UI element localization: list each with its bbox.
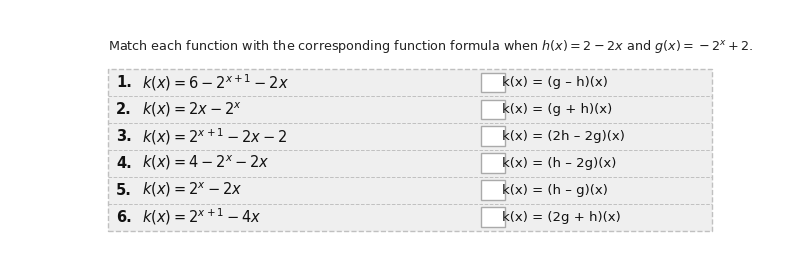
- Text: $k(x)  =  2x - 2^x$: $k(x) = 2x - 2^x$: [142, 100, 242, 119]
- FancyBboxPatch shape: [108, 69, 712, 231]
- Text: k(x) = (g – h)(x): k(x) = (g – h)(x): [502, 76, 608, 89]
- Text: k(x) = (2h – 2g)(x): k(x) = (2h – 2g)(x): [502, 130, 625, 143]
- Text: 2.: 2.: [116, 102, 132, 117]
- Text: k(x) = (g + h)(x): k(x) = (g + h)(x): [502, 103, 612, 116]
- FancyBboxPatch shape: [482, 153, 505, 173]
- FancyBboxPatch shape: [482, 180, 505, 200]
- Text: k(x) = (h – g)(x): k(x) = (h – g)(x): [502, 184, 608, 197]
- Text: k(x) = (2g + h)(x): k(x) = (2g + h)(x): [502, 211, 621, 224]
- Text: $k(x)  =  4 - 2^x - 2x$: $k(x) = 4 - 2^x - 2x$: [142, 154, 270, 172]
- Text: 1.: 1.: [116, 75, 132, 90]
- Text: 5.: 5.: [116, 183, 132, 198]
- Text: 3.: 3.: [116, 129, 132, 144]
- FancyBboxPatch shape: [482, 99, 505, 119]
- Text: $k(x)  =  2^{x+1} - 4x$: $k(x) = 2^{x+1} - 4x$: [142, 207, 262, 227]
- Text: $k(x)  =  2^x - 2x$: $k(x) = 2^x - 2x$: [142, 181, 242, 200]
- FancyBboxPatch shape: [482, 73, 505, 92]
- Text: 4.: 4.: [116, 156, 132, 171]
- FancyBboxPatch shape: [482, 126, 505, 146]
- Text: $k(x)  =  2^{x+1} - 2x - 2$: $k(x) = 2^{x+1} - 2x - 2$: [142, 126, 287, 147]
- Text: Match each function with the corresponding function formula when $h(x) = 2 - 2x$: Match each function with the correspondi…: [108, 38, 754, 55]
- Text: k(x) = (h – 2g)(x): k(x) = (h – 2g)(x): [502, 157, 616, 170]
- Text: $k(x)  =  6 - 2^{x+1} - 2x$: $k(x) = 6 - 2^{x+1} - 2x$: [142, 72, 289, 93]
- FancyBboxPatch shape: [482, 207, 505, 227]
- Text: 6.: 6.: [116, 210, 132, 225]
